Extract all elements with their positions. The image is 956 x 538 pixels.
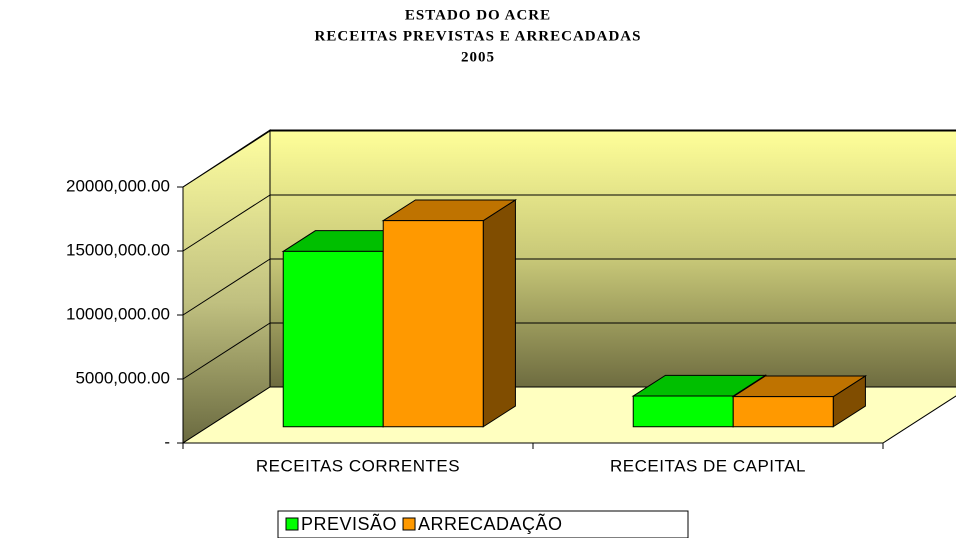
x-tick-label: RECEITAS CORRENTES <box>256 456 460 475</box>
bar <box>732 396 834 428</box>
bar <box>282 250 384 428</box>
x-tick-label: RECEITAS DE CAPITAL <box>610 456 806 475</box>
legend-swatch <box>402 517 416 531</box>
grid-line <box>182 194 271 252</box>
title-line: RECEITAS PREVISTAS E ARRECADADAS <box>315 28 642 44</box>
grid-line <box>182 322 271 380</box>
bar <box>632 395 734 428</box>
legend-label: ARRECADAÇÃO <box>418 513 563 534</box>
bar <box>382 220 484 428</box>
bar-side <box>482 199 516 428</box>
title-line: ESTADO DO ACRE <box>405 7 551 23</box>
grid-line <box>182 130 271 188</box>
y-tick-label: - <box>164 432 170 451</box>
grid-line <box>182 258 271 316</box>
title-line: 2005 <box>461 49 495 65</box>
y-tick-label: 5000,000.00 <box>75 368 170 387</box>
y-tick-label: 15000,000.00 <box>66 240 170 259</box>
y-tick-label: 10000,000.00 <box>66 304 170 323</box>
y-tick-label: 20000,000.00 <box>66 176 170 195</box>
legend-swatch <box>285 517 299 531</box>
legend <box>277 510 689 538</box>
legend-label: PREVISÃO <box>301 513 397 534</box>
chart-title: ESTADO DO ACRE RECEITAS PREVISTAS E ARRE… <box>315 7 642 65</box>
